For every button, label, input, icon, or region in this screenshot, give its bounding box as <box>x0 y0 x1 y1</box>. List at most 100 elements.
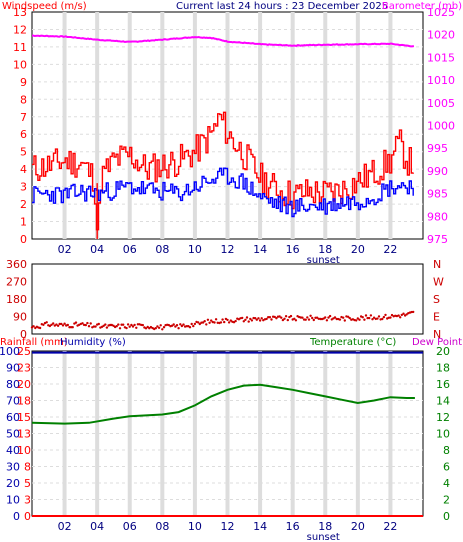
humidity-tick-label: 80 <box>6 378 20 391</box>
wind-direction-point <box>81 322 84 325</box>
humidity-tick-label: 90 <box>6 362 20 375</box>
humidity-tick-label: 0 <box>13 510 20 523</box>
wind-direction-point <box>45 321 48 324</box>
windspeed-tick-label: 1 <box>20 216 27 229</box>
wind-direction-point <box>234 319 237 323</box>
wind-direction-point <box>182 323 185 326</box>
wind-direction-point <box>179 323 182 326</box>
wind-direction-point <box>325 319 329 322</box>
wind-direction-point <box>206 318 210 321</box>
wind-x-tick-label: 12 <box>221 243 235 256</box>
direction-panel-series <box>30 310 415 331</box>
wind-x-tick-label: 06 <box>123 243 137 256</box>
temperature-tick-label: 20 <box>436 345 450 358</box>
temperature-tick-label: 18 <box>436 362 450 375</box>
wind-direction-point <box>273 315 276 319</box>
windspeed-tick-label: 0 <box>20 233 27 246</box>
wind-direction-point <box>214 318 218 321</box>
wind-direction-point <box>213 321 216 324</box>
sunset-label-bottom: sunset <box>307 532 340 542</box>
wind-direction-point <box>89 322 92 325</box>
humidity-tick-label: 100 <box>0 345 20 358</box>
wind-direction-point <box>306 316 309 319</box>
barometer-tick-label: 975 <box>427 233 448 246</box>
rainfall-tick-label: 10 <box>17 444 31 457</box>
wind-direction-point <box>309 314 312 317</box>
temperature-tick-label: 12 <box>436 411 450 424</box>
wind-direction-point <box>161 328 164 331</box>
temperature-tick-label: 16 <box>436 378 450 391</box>
windspeed-tick-label: 9 <box>20 76 27 89</box>
barometer-tick-label: 990 <box>427 165 448 178</box>
windspeed-tick-label: 5 <box>20 146 27 159</box>
wind-direction-point <box>343 319 346 322</box>
barometer-tick-label: 995 <box>427 142 448 155</box>
temp-x-tick-label: 02 <box>58 520 72 533</box>
wind-direction-point <box>66 323 70 327</box>
wind-direction-point <box>369 314 373 317</box>
wind-direction-point <box>219 321 223 324</box>
wind-direction-point <box>86 321 89 325</box>
wind-direction-point <box>122 323 125 326</box>
wind-x-tick-label: 04 <box>90 243 104 256</box>
rainfall-tick-label: 23 <box>17 362 31 375</box>
wind-direction-point <box>257 317 260 320</box>
temperature-axis-title: Temperature (°C) <box>309 337 396 348</box>
direction-degree-label: 360 <box>6 258 27 271</box>
windspeed-tick-label: 13 <box>13 6 27 19</box>
temperature-tick-label: 14 <box>436 395 450 408</box>
wind-direction-point <box>205 323 208 326</box>
wind-direction-point <box>74 321 78 324</box>
wind-direction-point <box>130 323 133 327</box>
wind-direction-point <box>346 315 350 318</box>
direction-compass-label: E <box>433 311 440 324</box>
wind-direction-point <box>55 323 58 326</box>
direction-compass-label: W <box>433 276 444 289</box>
wind-direction-point <box>281 318 285 322</box>
temperature-tick-label: 10 <box>436 428 450 441</box>
chart-title: Current last 24 hours : 23 December 2025 <box>176 1 388 12</box>
wind-direction-point <box>188 326 192 329</box>
wind-direction-point <box>241 316 244 320</box>
wind-direction-point <box>52 322 55 325</box>
wind-direction-point <box>270 318 273 321</box>
rainfall-tick-labels: 0 3 5 8 10 13 15 18 20 23 25 <box>17 345 31 523</box>
wind-direction-point <box>56 324 60 327</box>
wind-direction-point <box>265 317 268 321</box>
temp-x-tick-label: 12 <box>221 520 235 533</box>
windspeed-axis-title: Windspeed (m/s) <box>2 1 87 12</box>
wind-direction-point <box>268 316 272 319</box>
wind-direction-point <box>63 322 66 325</box>
dew-point-axis-title: Dew Point <box>412 337 462 348</box>
barometer-tick-label: 1020 <box>427 29 455 42</box>
windspeed-tick-label: 6 <box>20 128 27 141</box>
temperature-tick-label: 4 <box>443 477 450 490</box>
barometer-tick-label: 1025 <box>427 6 455 19</box>
wind-direction-point <box>144 327 148 330</box>
wind-direction-point <box>358 318 361 321</box>
barometer-tick-labels: 975 980 985 990 995 1000 1005 1010 1015 1020 1025 <box>427 6 455 246</box>
wind-direction-point <box>363 318 366 321</box>
rainfall-tick-label: 25 <box>17 345 31 358</box>
humidity-tick-label: 10 <box>6 494 20 507</box>
wind-direction-point <box>203 320 206 323</box>
wind-direction-point <box>371 318 374 321</box>
direction-compass-label: N <box>433 258 441 271</box>
windspeed-tick-label: 4 <box>20 163 27 176</box>
wind-direction-point <box>221 318 224 321</box>
temp-x-tick-label: 14 <box>253 520 267 533</box>
barometer-line <box>32 34 415 48</box>
wind-direction-point <box>156 325 159 328</box>
wind-x-tick-label: 22 <box>383 243 397 256</box>
wind-direction-point <box>210 319 213 322</box>
wind-direction-point <box>278 315 281 318</box>
windspeed-tick-label: 11 <box>13 41 27 54</box>
windspeed-tick-label: 12 <box>13 23 27 36</box>
rainfall-tick-label: 0 <box>24 510 31 523</box>
wind-direction-point <box>115 325 118 328</box>
wind-direction-point <box>402 312 405 315</box>
rainfall-tick-label: 20 <box>17 378 31 391</box>
humidity-tick-label: 20 <box>6 477 20 490</box>
wind-direction-point <box>355 319 358 322</box>
